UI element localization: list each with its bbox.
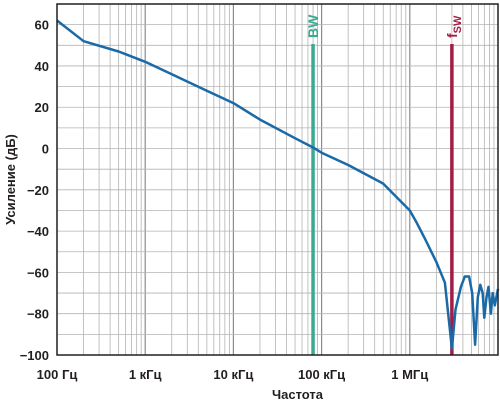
- x-tick-label: 100 Гц: [37, 367, 78, 382]
- x-tick-label: 10 кГц: [213, 367, 253, 382]
- x-tick-labels: 100 Гц 1 кГц 10 кГц 100 кГц 1 МГц: [37, 367, 429, 382]
- gain-curve: [56, 19, 500, 351]
- y-axis-title: Усиление (дБ): [3, 134, 18, 225]
- y-tick-label: −20: [27, 183, 49, 198]
- y-tick-label: −100: [20, 348, 49, 363]
- marker-label: BW: [305, 14, 321, 38]
- x-axis-title: Частота: [272, 387, 324, 402]
- y-tick-label: 40: [35, 59, 49, 74]
- plot-frame: [56, 3, 499, 356]
- y-tick-label: −60: [27, 265, 49, 280]
- markers: BW fSW: [305, 14, 464, 355]
- marker-label: fSW: [444, 15, 464, 38]
- y-tick-label: −40: [27, 224, 49, 239]
- y-tick-label: 20: [35, 100, 49, 115]
- y-tick-labels: 60 40 20 0 −20 −40 −60 −80 −100: [20, 18, 49, 363]
- x-tick-label: 1 МГц: [391, 367, 428, 382]
- y-tick-label: −80: [27, 307, 49, 322]
- y-tick-label: 60: [35, 18, 49, 33]
- x-tick-label: 100 кГц: [298, 367, 345, 382]
- y-tick-label: 0: [42, 142, 49, 157]
- x-tick-label: 1 кГц: [129, 367, 162, 382]
